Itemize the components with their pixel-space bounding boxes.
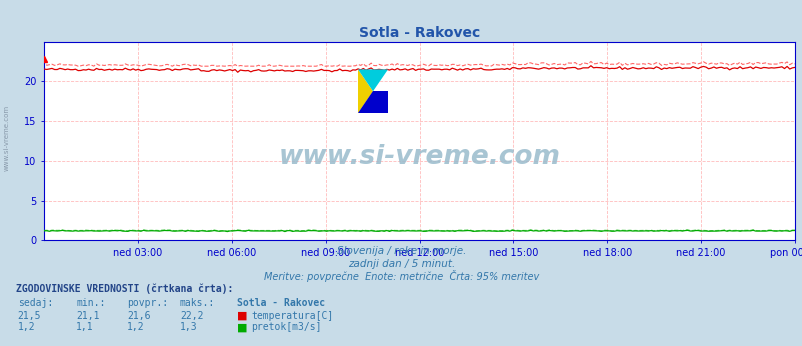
Polygon shape [358,91,387,113]
Text: Sotla - Rakovec: Sotla - Rakovec [237,298,325,308]
Text: 21,6: 21,6 [127,311,150,321]
Text: 21,5: 21,5 [18,311,41,321]
Text: sedaj:: sedaj: [18,298,53,308]
Text: ■: ■ [237,311,247,321]
Text: zadnji dan / 5 minut.: zadnji dan / 5 minut. [347,259,455,269]
Text: min.:: min.: [76,298,106,308]
Text: 1,2: 1,2 [18,322,35,333]
Polygon shape [358,70,387,91]
Text: ZGODOVINSKE VREDNOSTI (črtkana črta):: ZGODOVINSKE VREDNOSTI (črtkana črta): [16,284,233,294]
Text: povpr.:: povpr.: [127,298,168,308]
Text: maks.:: maks.: [180,298,215,308]
Text: 1,3: 1,3 [180,322,197,333]
Text: pretok[m3/s]: pretok[m3/s] [251,322,322,333]
Title: Sotla - Rakovec: Sotla - Rakovec [358,26,480,40]
Text: www.si-vreme.com: www.si-vreme.com [3,105,10,172]
Text: 21,1: 21,1 [76,311,99,321]
Text: 1,1: 1,1 [76,322,94,333]
Text: www.si-vreme.com: www.si-vreme.com [278,144,560,170]
Text: 1,2: 1,2 [127,322,144,333]
Text: ■: ■ [237,322,247,333]
Text: 22,2: 22,2 [180,311,203,321]
Text: Slovenija / reke in morje.: Slovenija / reke in morje. [336,246,466,256]
Text: temperatura[C]: temperatura[C] [251,311,333,321]
Polygon shape [358,70,373,113]
Text: Meritve: povprečne  Enote: metrične  Črta: 95% meritev: Meritve: povprečne Enote: metrične Črta:… [264,270,538,282]
